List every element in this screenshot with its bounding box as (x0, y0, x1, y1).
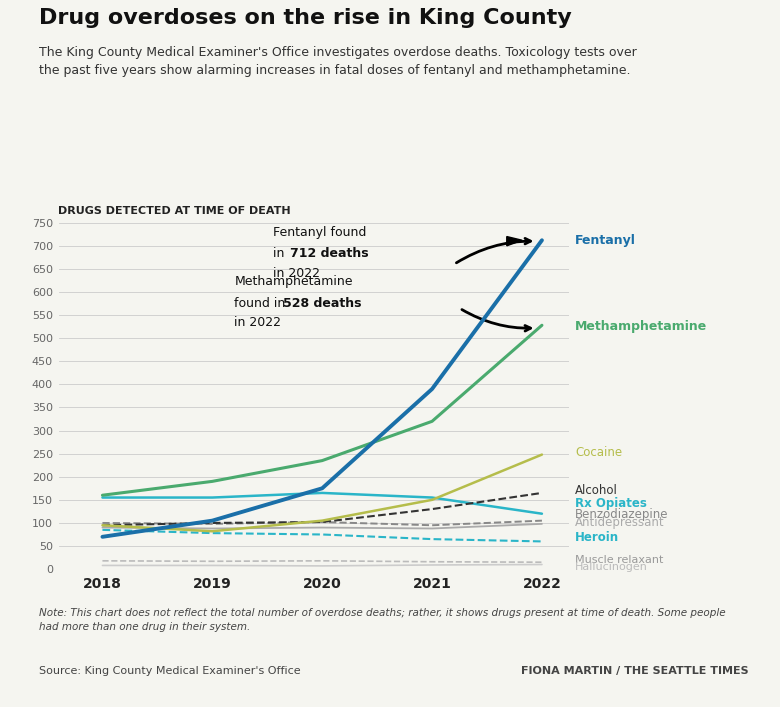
Text: found in: found in (234, 296, 289, 310)
Text: Muscle relaxant: Muscle relaxant (575, 556, 663, 566)
Polygon shape (507, 237, 522, 246)
Text: Note: This chart does not reflect the total number of overdose deaths; rather, i: Note: This chart does not reflect the to… (39, 608, 725, 632)
Text: Drug overdoses on the rise in King County: Drug overdoses on the rise in King Count… (39, 8, 572, 28)
Text: Antidepressant: Antidepressant (575, 516, 665, 529)
Text: Methamphetamine: Methamphetamine (234, 275, 353, 288)
Text: Hallucinogen: Hallucinogen (575, 562, 647, 572)
Text: 528 deaths: 528 deaths (282, 296, 361, 310)
Text: Source: King County Medical Examiner's Office: Source: King County Medical Examiner's O… (39, 666, 300, 676)
Text: Methamphetamine: Methamphetamine (575, 320, 707, 333)
Text: Alcohol: Alcohol (575, 484, 618, 497)
Text: in 2022: in 2022 (273, 267, 320, 280)
Text: DRUGS DETECTED AT TIME OF DEATH: DRUGS DETECTED AT TIME OF DEATH (58, 206, 291, 216)
Text: Cocaine: Cocaine (575, 446, 622, 460)
Text: The King County Medical Examiner's Office investigates overdose deaths. Toxicolo: The King County Medical Examiner's Offic… (39, 46, 636, 77)
Text: Benzodiazepine: Benzodiazepine (575, 508, 668, 521)
Text: in: in (273, 247, 288, 260)
Text: Fentanyl found: Fentanyl found (273, 226, 366, 239)
Text: in 2022: in 2022 (234, 316, 282, 329)
Text: Fentanyl: Fentanyl (575, 234, 636, 247)
Text: FIONA MARTIN / THE SEATTLE TIMES: FIONA MARTIN / THE SEATTLE TIMES (521, 666, 749, 676)
Text: 712 deaths: 712 deaths (290, 247, 368, 260)
Text: Heroin: Heroin (575, 531, 619, 544)
Text: Rx Opiates: Rx Opiates (575, 496, 647, 510)
